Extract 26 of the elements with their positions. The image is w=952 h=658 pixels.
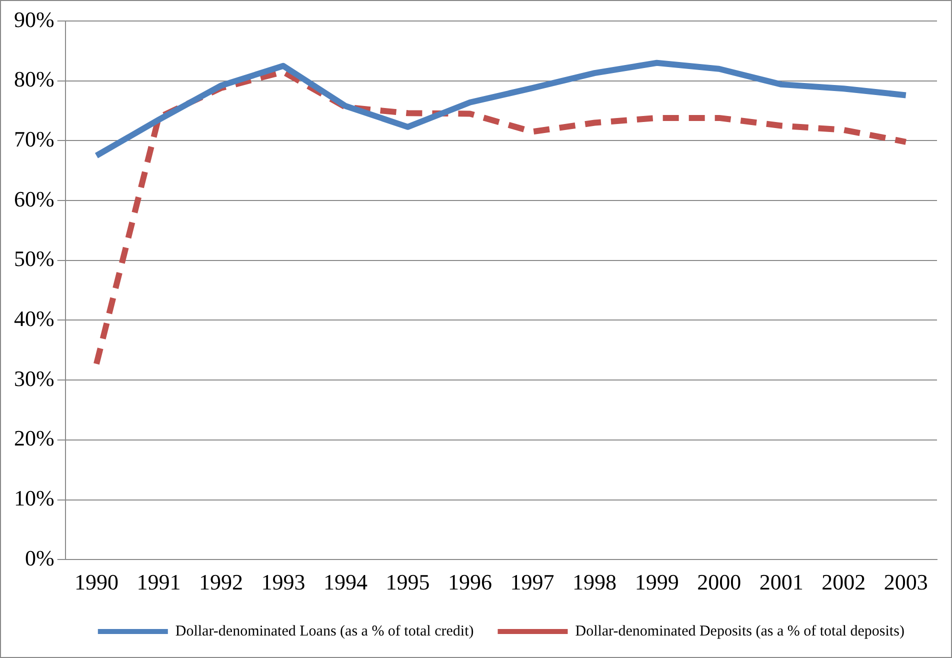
x-tick-label: 1995 (386, 570, 430, 595)
y-tick-label: 20% (14, 426, 54, 451)
x-tick-label: 1999 (634, 570, 679, 595)
x-tick-label: 2003 (884, 570, 928, 595)
x-tick-label: 2002 (822, 570, 866, 595)
y-tick-label: 80% (14, 66, 54, 92)
y-tick-label: 30% (14, 366, 54, 391)
x-tick-label: 2001 (759, 570, 804, 595)
y-tick-label: 70% (14, 126, 54, 152)
legend-label: Dollar-denominated Loans (as a % of total credit) (175, 623, 474, 640)
x-tick-label: 1996 (448, 570, 492, 595)
legend-label: Dollar-denominated Deposits (as a % of total deposits) (575, 623, 904, 640)
y-tick-label: 60% (14, 186, 54, 212)
y-tick-label: 50% (14, 246, 54, 272)
y-tick-label: 90% (14, 6, 54, 32)
x-tick-label: 1997 (510, 570, 554, 595)
x-tick-label: 1994 (324, 570, 368, 595)
x-tick-label: 1993 (261, 570, 306, 595)
x-tick-label: 1990 (74, 570, 118, 595)
x-tick-label: 2000 (697, 570, 742, 595)
x-tick-label: 1998 (572, 570, 617, 595)
x-tick-label: 1992 (198, 570, 243, 595)
x-tick-label: 1991 (136, 570, 181, 595)
y-tick-label: 0% (25, 545, 54, 570)
y-tick-label: 10% (14, 486, 54, 511)
y-tick-label: 40% (14, 306, 54, 332)
